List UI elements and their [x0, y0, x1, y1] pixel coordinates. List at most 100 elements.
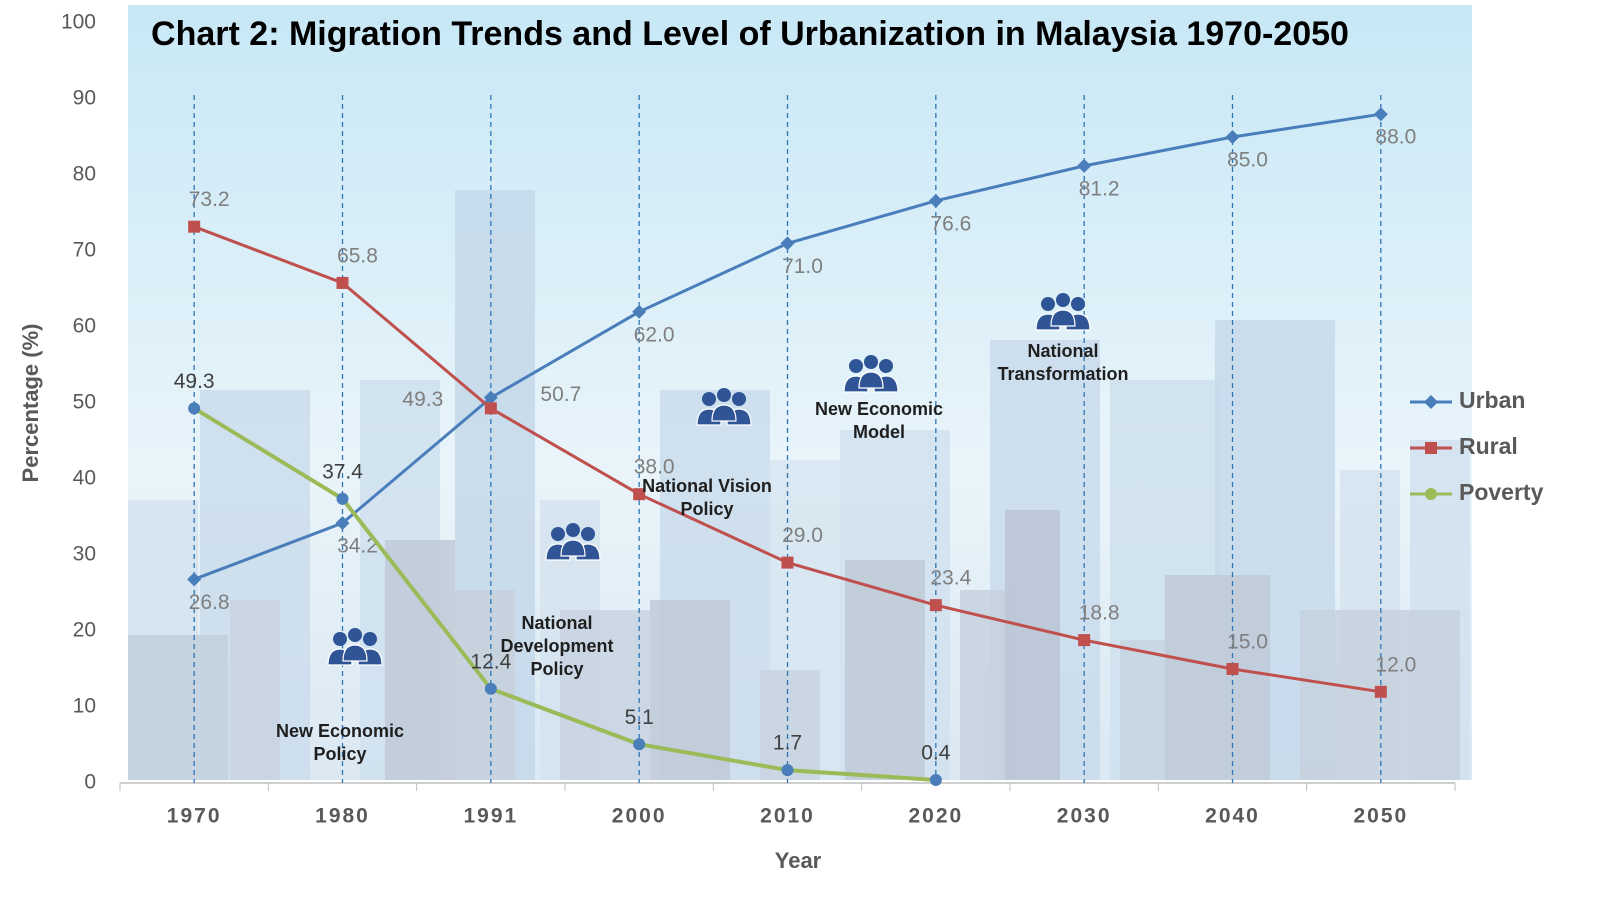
- data-label: 0.4: [921, 742, 951, 765]
- policy-annotation: National Transformation: [997, 341, 1129, 384]
- policy-annotation: New Economic Model: [814, 399, 944, 442]
- icon-head: [333, 632, 347, 646]
- data-label: 85.0: [1227, 149, 1268, 172]
- people-icon: [327, 628, 383, 666]
- building: [760, 670, 820, 780]
- building: [230, 600, 280, 780]
- x-tick-label: 1970: [167, 805, 222, 828]
- policy-annotation: National Vision Policy: [642, 476, 772, 519]
- icon-head: [717, 388, 731, 402]
- data-label: 38.0: [634, 456, 675, 479]
- data-label: 76.6: [930, 212, 971, 235]
- marker: [1226, 663, 1239, 675]
- y-tick-label: 90: [73, 87, 96, 110]
- x-tick-label: 2050: [1353, 805, 1408, 828]
- icon-body: [858, 371, 884, 389]
- data-label: 73.2: [189, 188, 230, 211]
- y-tick-label: 20: [73, 619, 96, 642]
- building: [960, 590, 1010, 780]
- data-label: 12.0: [1375, 653, 1416, 676]
- data-label: 88.0: [1375, 126, 1416, 149]
- data-label: 23.4: [930, 567, 971, 590]
- legend-marker: [1424, 395, 1438, 409]
- icon-head: [348, 628, 362, 642]
- icon-body: [560, 539, 586, 557]
- y-tick-label: 40: [73, 467, 96, 490]
- icon-head: [864, 355, 878, 369]
- data-label: 15.0: [1227, 631, 1268, 654]
- icon-body: [711, 404, 737, 422]
- icon-head: [363, 632, 377, 646]
- data-label: 37.4: [322, 460, 363, 483]
- series-line: [193, 406, 936, 782]
- building: [1005, 510, 1060, 780]
- data-label: 71.0: [782, 255, 823, 278]
- marker: [335, 516, 350, 531]
- marker: [1078, 634, 1091, 647]
- data-label: 49.3: [174, 370, 215, 393]
- y-tick-label: 100: [61, 11, 96, 34]
- y-tick-label: 10: [73, 695, 96, 718]
- people-icon: [1035, 293, 1091, 331]
- marker: [187, 572, 202, 587]
- y-tick-label: 70: [73, 239, 96, 262]
- y-tick-label: 30: [73, 543, 96, 566]
- marker: [188, 220, 201, 233]
- building: [1120, 640, 1170, 780]
- x-tick-label: 1991: [463, 805, 518, 828]
- marker: [1077, 158, 1092, 173]
- data-label: 12.4: [470, 650, 511, 673]
- icon-body: [342, 644, 368, 662]
- x-tick-label: 2010: [760, 805, 815, 828]
- building: [455, 590, 515, 780]
- marker: [929, 599, 942, 612]
- data-label: 49.3: [402, 388, 443, 411]
- x-tick-label: 2020: [908, 805, 963, 828]
- icon-body: [1050, 309, 1076, 327]
- marker: [484, 682, 497, 695]
- icon-head: [702, 392, 716, 406]
- marker: [1225, 130, 1240, 144]
- icon-head: [1056, 293, 1070, 307]
- data-label: 5.1: [625, 706, 654, 729]
- people-icon: [843, 355, 899, 393]
- icon-head: [566, 523, 580, 537]
- building: [560, 610, 650, 780]
- data-label: 18.8: [1079, 602, 1120, 625]
- marker: [336, 492, 349, 505]
- legend-label: Poverty: [1459, 479, 1544, 505]
- marker: [781, 764, 794, 777]
- y-tick-label: 60: [73, 315, 96, 338]
- marker: [929, 773, 942, 786]
- marker: [633, 488, 646, 501]
- icon-head: [581, 527, 595, 541]
- x-tick-label: 2030: [1057, 805, 1112, 828]
- marker: [633, 738, 646, 751]
- chart-title: Chart 2: Migration Trends and Level of U…: [151, 15, 1349, 53]
- marker: [483, 390, 498, 405]
- people-icon: [696, 388, 752, 426]
- data-label: 34.2: [337, 535, 378, 558]
- y-tick-label: 50: [73, 391, 96, 414]
- marker: [928, 193, 943, 208]
- building: [1165, 575, 1270, 780]
- legend-label: Rural: [1459, 433, 1518, 459]
- data-label: 26.8: [189, 591, 230, 614]
- data-label: 81.2: [1079, 177, 1120, 200]
- data-label: 29.0: [782, 524, 823, 547]
- icon-head: [551, 527, 565, 541]
- data-label: 62.0: [634, 323, 675, 346]
- building: [385, 540, 455, 780]
- marker: [188, 402, 201, 415]
- icon-head: [1071, 297, 1085, 311]
- data-label: 1.7: [773, 732, 802, 755]
- x-tick-label: 2040: [1205, 805, 1260, 828]
- y-tick-label: 80: [73, 163, 96, 186]
- skyline: [128, 190, 1470, 780]
- marker: [336, 276, 349, 289]
- building: [128, 635, 228, 780]
- icon-head: [1041, 297, 1055, 311]
- legend-marker: [1425, 442, 1437, 454]
